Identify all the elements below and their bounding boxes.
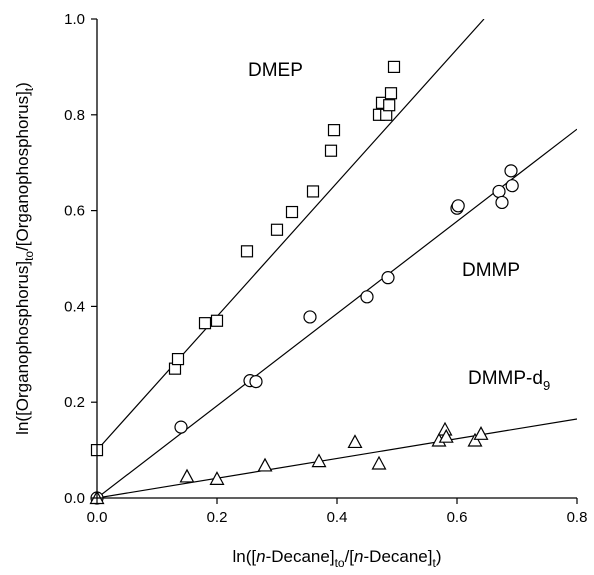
y-axis-label: ln([Organophosphorus]to/[Organophosphoru… [13,82,36,435]
point-dmmp [505,165,517,177]
markers [91,61,519,504]
point-dmep [384,100,395,111]
point-dmmp-d9 [259,459,272,471]
x-tick-label: 0.6 [447,509,468,526]
point-dmep [212,315,223,326]
point-dmmp [496,196,508,208]
y-tick-label: 0.0 [64,490,85,507]
y-tick-label: 0.4 [64,298,85,315]
point-dmmp-d9 [181,470,194,482]
point-dmmp-d9 [349,435,362,447]
x-tick-label: 0.0 [87,509,108,526]
point-dmmp [175,421,187,433]
point-dmep [389,61,400,72]
point-dmep [386,88,397,99]
point-dmep [326,145,337,156]
point-dmep [329,125,340,136]
point-dmmp [493,185,505,197]
fit-line-dmep [97,19,484,450]
fit-line-dmmp [97,129,577,498]
fit-lines [97,19,577,498]
y-tick-label: 0.2 [64,394,85,411]
point-dmep [287,207,298,218]
y-tick-label: 0.6 [64,203,85,220]
axes [97,19,577,498]
x-tick-label: 0.8 [567,509,588,526]
point-dmep [272,224,283,235]
point-dmmp [304,311,316,323]
series-label-dmmp-d9: DMMP-d9 [468,368,550,393]
fit-line-dmmp-d9 [97,419,577,498]
x-tick-label: 0.2 [207,509,228,526]
point-dmmp [506,180,518,192]
point-dmep [173,354,184,365]
point-dmmp [250,376,262,388]
y-tick-label: 0.8 [64,107,85,124]
point-dmmp [452,200,464,212]
x-axis-label: ln([n-Decane]to/[n-Decane]t) [232,547,441,570]
point-dmmp-d9 [373,457,386,469]
point-dmmp-d9 [475,427,488,439]
point-dmmp [382,272,394,284]
series-label-dmep: DMEP [248,60,303,81]
point-dmep [242,246,253,257]
x-tick-label: 0.4 [327,509,348,526]
series-label-dmmp: DMMP [462,260,520,281]
y-tick-label: 1.0 [64,11,85,28]
point-dmep [200,318,211,329]
point-dmmp-d9 [211,472,224,484]
point-dmmp [361,291,373,303]
point-dmep [308,186,319,197]
